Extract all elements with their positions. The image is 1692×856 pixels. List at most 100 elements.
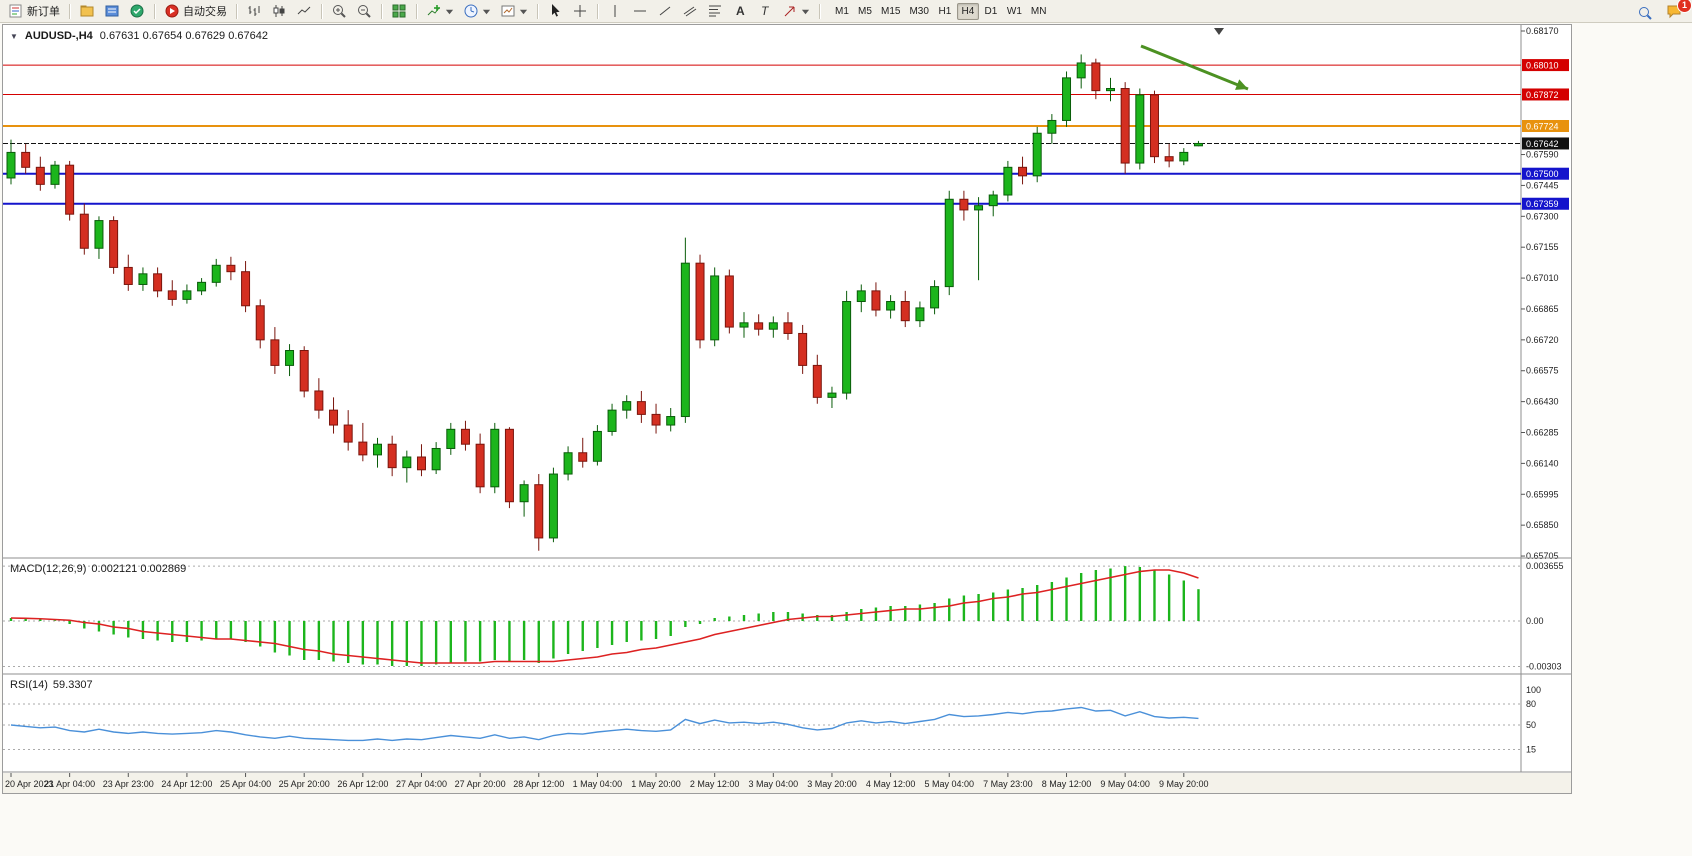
- profiles-button[interactable]: [75, 1, 99, 21]
- chart-window: 0.68170 0.67590 0.67445 0.67300 0.67155 0.670…: [2, 24, 1572, 794]
- toolbar-separator: [537, 3, 538, 19]
- symbol-period-label: AUDUSD-,H4: [24, 30, 93, 42]
- timeframe-m5-button[interactable]: M5: [854, 3, 876, 20]
- rsi-value: 59.3307: [52, 679, 93, 691]
- chart-line-button[interactable]: [292, 1, 316, 21]
- chevron-down-icon: [445, 9, 454, 14]
- svg-text:0.67500: 0.67500: [1526, 169, 1559, 179]
- svg-text:0.65850: 0.65850: [1526, 520, 1559, 530]
- vertical-line-button[interactable]: [603, 1, 627, 21]
- autotrading-button[interactable]: 自动交易: [160, 1, 231, 21]
- svg-text:25 Apr 04:00: 25 Apr 04:00: [220, 779, 271, 789]
- arrows-button[interactable]: [778, 1, 814, 21]
- zoom-out-button[interactable]: [352, 1, 376, 21]
- arrow-tool-icon: [784, 6, 795, 17]
- label-button[interactable]: T: [753, 1, 777, 21]
- periods-button[interactable]: [459, 1, 495, 21]
- svg-text:0.66285: 0.66285: [1526, 428, 1559, 438]
- svg-text:0.00: 0.00: [1526, 616, 1544, 626]
- toolbar-separator: [597, 3, 598, 19]
- timeframe-m1-button[interactable]: M1: [831, 3, 853, 20]
- timeframe-d1-button[interactable]: D1: [980, 3, 1002, 20]
- fibonacci-button[interactable]: [703, 1, 727, 21]
- timeframe-w1-button[interactable]: W1: [1003, 3, 1026, 20]
- channel-button[interactable]: [678, 1, 702, 21]
- svg-text:0.003655: 0.003655: [1526, 561, 1564, 571]
- svg-text:-0.00303: -0.00303: [1526, 661, 1562, 671]
- candlestick-chart-icon: [273, 5, 285, 17]
- svg-text:1 May 04:00: 1 May 04:00: [573, 779, 623, 789]
- search-button[interactable]: [1633, 3, 1657, 23]
- svg-text:0.67872: 0.67872: [1526, 90, 1559, 100]
- timeframe-h1-button[interactable]: H1: [934, 3, 956, 20]
- toolbar-separator: [236, 3, 237, 19]
- fibonacci-icon: [709, 5, 721, 17]
- svg-text:3 May 04:00: 3 May 04:00: [749, 779, 799, 789]
- new-order-button[interactable]: 新订单: [4, 1, 64, 21]
- toolbar-separator: [416, 3, 417, 19]
- zoom-in-button[interactable]: [327, 1, 351, 21]
- line-chart-icon: [297, 6, 311, 15]
- svg-text:T: T: [761, 4, 770, 18]
- notification-badge: 1: [1677, 0, 1692, 13]
- toolbar-separator: [819, 3, 820, 19]
- svg-text:0.67642: 0.67642: [1526, 139, 1559, 149]
- cursor-button[interactable]: [543, 1, 567, 21]
- rsi-indicator-label: RSI(14) 59.3307: [10, 679, 98, 691]
- svg-text:0.65705: 0.65705: [1526, 551, 1559, 561]
- toolbar-right-group: 1: [1633, 0, 1692, 24]
- svg-text:0.67590: 0.67590: [1526, 150, 1559, 160]
- svg-text:0.66720: 0.66720: [1526, 335, 1559, 345]
- vertical-line-icon: [614, 5, 616, 17]
- svg-text:0.67724: 0.67724: [1526, 121, 1559, 131]
- tile-windows-icon: [392, 4, 406, 18]
- svg-text:26 Apr 12:00: 26 Apr 12:00: [337, 779, 388, 789]
- indicators-button[interactable]: [422, 1, 458, 21]
- search-icon: [1639, 6, 1652, 20]
- level-lines[interactable]: [3, 64, 1521, 205]
- timeframe-mn-button[interactable]: MN: [1027, 3, 1051, 20]
- toolbar-separator: [69, 3, 70, 19]
- toolbar-separator: [321, 3, 322, 19]
- horizontal-line-button[interactable]: [628, 1, 652, 21]
- metaeditor-button[interactable]: [125, 1, 149, 21]
- svg-text:27 Apr 20:00: 27 Apr 20:00: [455, 779, 506, 789]
- svg-text:3 May 20:00: 3 May 20:00: [807, 779, 857, 789]
- timeframe-h4-button[interactable]: H4: [956, 2, 979, 20]
- svg-text:1 May 20:00: 1 May 20:00: [631, 779, 681, 789]
- crosshair-button[interactable]: [568, 1, 592, 21]
- svg-text:0.67359: 0.67359: [1526, 199, 1559, 209]
- timeframe-m15-button[interactable]: M15: [877, 3, 904, 20]
- price-axis[interactable]: 0.68170 0.67590 0.67445 0.67300 0.67155 0.670…: [1520, 25, 1569, 772]
- toolbar-separator: [154, 3, 155, 19]
- timeframe-m30-button[interactable]: M30: [905, 3, 932, 20]
- terminal-button[interactable]: [100, 1, 124, 21]
- zoom-out-icon: [358, 5, 371, 18]
- text-button[interactable]: A: [728, 1, 752, 21]
- chevron-down-icon: [482, 9, 491, 14]
- chevron-down-icon: [801, 9, 810, 14]
- tile-windows-button[interactable]: [387, 1, 411, 21]
- label-tool-icon: T: [761, 4, 770, 18]
- crosshair-icon: [574, 5, 586, 17]
- svg-text:0.68170: 0.68170: [1526, 26, 1559, 36]
- new-order-label: 新订单: [27, 6, 60, 18]
- chart-bars-button[interactable]: [242, 1, 266, 21]
- chart-canvas[interactable]: 0.68170 0.67590 0.67445 0.67300 0.67155 0.670…: [3, 25, 1571, 793]
- svg-text:24 Apr 12:00: 24 Apr 12:00: [161, 779, 212, 789]
- svg-text:28 Apr 12:00: 28 Apr 12:00: [513, 779, 564, 789]
- svg-text:5 May 04:00: 5 May 04:00: [924, 779, 974, 789]
- templates-button[interactable]: [496, 1, 532, 21]
- one-click-trading-expander[interactable]: ▼: [10, 31, 18, 41]
- trendline-icon: [659, 6, 671, 16]
- trend-arrow-annotation: [1235, 79, 1248, 90]
- svg-text:15: 15: [1526, 745, 1536, 755]
- svg-text:0.66865: 0.66865: [1526, 304, 1559, 314]
- chart-candles-button[interactable]: [267, 1, 291, 21]
- candles: [6, 54, 1203, 551]
- svg-text:0.68010: 0.68010: [1526, 61, 1559, 71]
- trendline-button[interactable]: [653, 1, 677, 21]
- macd-indicator-label: MACD(12,26,9) 0.002121 0.002869: [10, 563, 191, 575]
- rsi-pane: 100 80 50 15: [3, 685, 1541, 755]
